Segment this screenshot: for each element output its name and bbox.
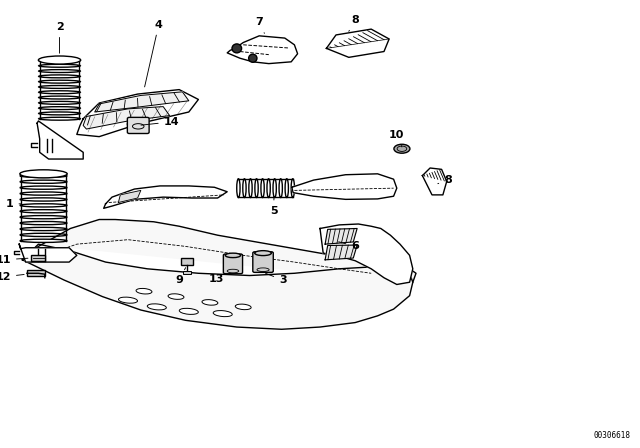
Bar	[183, 271, 191, 274]
Polygon shape	[292, 174, 397, 199]
Text: 8: 8	[438, 175, 452, 185]
Ellipse shape	[225, 253, 241, 258]
Ellipse shape	[20, 215, 67, 219]
Ellipse shape	[249, 179, 252, 198]
Ellipse shape	[279, 179, 282, 198]
Ellipse shape	[38, 86, 81, 88]
Ellipse shape	[20, 180, 67, 183]
Text: 1: 1	[6, 199, 22, 209]
Ellipse shape	[267, 179, 270, 198]
Ellipse shape	[261, 179, 264, 198]
Ellipse shape	[213, 310, 232, 317]
Ellipse shape	[202, 300, 218, 305]
Polygon shape	[77, 90, 198, 137]
Ellipse shape	[273, 179, 276, 198]
Polygon shape	[325, 245, 357, 260]
Text: 14: 14	[141, 117, 179, 127]
Ellipse shape	[20, 170, 67, 178]
Text: 9: 9	[175, 268, 186, 285]
Text: 11: 11	[0, 255, 28, 265]
Ellipse shape	[38, 56, 81, 64]
Text: 8: 8	[349, 15, 359, 31]
Ellipse shape	[249, 54, 257, 62]
Ellipse shape	[38, 75, 81, 78]
Ellipse shape	[285, 179, 289, 198]
Text: 2: 2	[56, 22, 63, 53]
Ellipse shape	[20, 204, 67, 207]
FancyBboxPatch shape	[253, 252, 273, 272]
Ellipse shape	[232, 44, 242, 53]
Polygon shape	[326, 29, 389, 57]
Ellipse shape	[38, 65, 81, 67]
Ellipse shape	[20, 228, 67, 231]
Polygon shape	[118, 190, 141, 202]
Ellipse shape	[255, 179, 258, 198]
Text: 00306618: 00306618	[593, 431, 630, 440]
Bar	[31, 255, 45, 261]
Polygon shape	[104, 186, 227, 208]
Bar	[27, 270, 45, 276]
Ellipse shape	[38, 107, 81, 110]
Ellipse shape	[237, 179, 240, 198]
Ellipse shape	[136, 289, 152, 294]
Text: 7: 7	[255, 17, 264, 33]
Polygon shape	[227, 36, 298, 64]
Ellipse shape	[179, 308, 198, 314]
Polygon shape	[22, 220, 416, 329]
Ellipse shape	[236, 304, 251, 310]
Text: 10: 10	[389, 130, 404, 147]
Text: 4: 4	[145, 20, 163, 87]
FancyBboxPatch shape	[127, 117, 149, 134]
Ellipse shape	[38, 117, 81, 120]
Text: 6: 6	[339, 241, 359, 251]
Bar	[181, 258, 193, 265]
Polygon shape	[95, 92, 189, 112]
Ellipse shape	[118, 297, 138, 303]
Text: 12: 12	[0, 272, 24, 282]
Text: 5: 5	[270, 196, 278, 215]
Text: 13: 13	[209, 273, 230, 284]
Ellipse shape	[168, 294, 184, 299]
Text: 3: 3	[266, 273, 287, 285]
Polygon shape	[325, 228, 357, 244]
FancyBboxPatch shape	[223, 254, 243, 274]
Ellipse shape	[255, 250, 271, 255]
Polygon shape	[320, 224, 413, 284]
Polygon shape	[83, 107, 170, 129]
Ellipse shape	[38, 96, 81, 99]
Ellipse shape	[20, 192, 67, 195]
Polygon shape	[422, 168, 447, 195]
Ellipse shape	[243, 179, 246, 198]
Polygon shape	[19, 244, 77, 262]
Ellipse shape	[20, 239, 67, 242]
Polygon shape	[37, 121, 83, 159]
Ellipse shape	[147, 304, 166, 310]
Ellipse shape	[394, 144, 410, 153]
Ellipse shape	[291, 179, 294, 198]
